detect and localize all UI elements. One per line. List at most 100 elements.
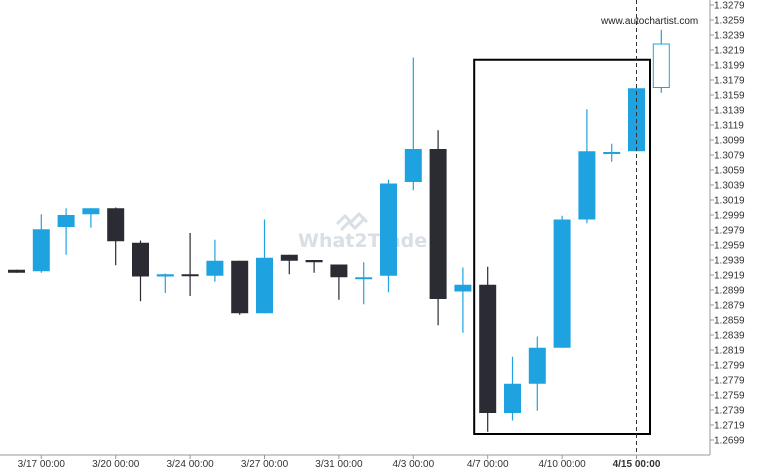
- candle: [82, 208, 100, 228]
- overlays: [473, 0, 652, 455]
- candle: [553, 215, 571, 348]
- candle: [404, 57, 422, 191]
- candle-body: [528, 347, 546, 384]
- y-tick-label: 1.3139: [714, 106, 745, 117]
- y-tick-label: 1.2699: [714, 436, 745, 447]
- y-tick-label: 1.2899: [714, 286, 745, 297]
- source-label: www.autochartist.com: [600, 16, 698, 27]
- x-tick-label: 3/17 00:00: [18, 459, 66, 470]
- candle: [156, 273, 174, 293]
- y-tick-label: 1.2979: [714, 226, 745, 237]
- y-tick-label: 1.2939: [714, 256, 745, 267]
- y-tick-label: 1.2879: [714, 301, 745, 312]
- candle: [181, 233, 199, 296]
- candle-body: [330, 264, 348, 278]
- candle: [603, 143, 621, 162]
- candle: [454, 267, 472, 333]
- candles: [8, 29, 670, 432]
- candle-body: [479, 284, 497, 413]
- y-tick-label: 1.3059: [714, 166, 745, 177]
- candle: [57, 208, 75, 255]
- x-tick-label: 4/3 00:00: [392, 459, 434, 470]
- candle: [652, 29, 670, 93]
- candle-body: [380, 183, 397, 276]
- candle: [504, 356, 521, 421]
- candle-body: [156, 274, 174, 277]
- candle: [479, 266, 497, 432]
- y-tick-label: 1.3199: [714, 61, 745, 72]
- x-tick-label: 3/20 00:00: [92, 459, 140, 470]
- candle: [231, 260, 249, 315]
- watermark: What2Trade: [298, 211, 427, 252]
- candle-body: [652, 43, 670, 88]
- y-tick-label: 1.2839: [714, 331, 745, 342]
- y-tick-label: 1.3259: [714, 16, 745, 27]
- candle-body: [132, 242, 149, 277]
- y-tick-label: 1.2739: [714, 406, 745, 417]
- watermark-text: What2Trade: [298, 230, 427, 252]
- candle: [429, 130, 447, 326]
- x-tick-label: 3/27 00:00: [241, 459, 289, 470]
- candle-body: [404, 149, 422, 182]
- y-tick-label: 1.2859: [714, 316, 745, 327]
- candle-body: [181, 274, 199, 277]
- candle-body: [57, 215, 75, 227]
- candle-body: [32, 229, 50, 272]
- candle-body: [82, 208, 100, 215]
- candle: [206, 239, 224, 282]
- y-tick-label: 1.3079: [714, 151, 745, 162]
- candle-body: [206, 260, 224, 276]
- candle-body: [454, 284, 472, 292]
- y-tick-label: 1.2919: [714, 271, 745, 282]
- candle-body: [107, 208, 125, 242]
- y-tick-label: 1.3219: [714, 46, 745, 57]
- x-tick-label: 4/7 00:00: [467, 459, 509, 470]
- candle-body: [578, 151, 596, 220]
- candle-body: [8, 269, 25, 273]
- candle: [32, 214, 50, 273]
- y-tick-label: 1.2719: [714, 421, 745, 432]
- watermark-logo-icon: [335, 211, 369, 232]
- candle: [107, 207, 125, 266]
- y-tick-label: 1.3039: [714, 181, 745, 192]
- y-tick-label: 1.2759: [714, 391, 745, 402]
- y-tick-label: 1.3019: [714, 196, 745, 207]
- candle-body: [305, 260, 323, 263]
- candle-body: [603, 152, 621, 154]
- y-tick-label: 1.2959: [714, 241, 745, 252]
- y-tick-label: 1.3179: [714, 76, 745, 87]
- x-tick-label: 3/24 00:00: [166, 459, 214, 470]
- axes: 1.3279 1.3259 1.3239 1.3219 1.3199 1.3179 1.31…: [0, 0, 745, 470]
- candle: [578, 109, 596, 224]
- candle: [305, 260, 323, 273]
- candle: [256, 219, 273, 314]
- y-tick-label: 1.3239: [714, 31, 745, 42]
- candle-body: [231, 260, 249, 314]
- y-tick-label: 1.3099: [714, 136, 745, 147]
- y-tick-label: 1.3279: [714, 1, 745, 12]
- candle-body: [256, 257, 273, 314]
- x-tick-label: 4/15 00:00: [613, 459, 661, 470]
- y-tick-label: 1.2819: [714, 346, 745, 357]
- y-tick-label: 1.2779: [714, 376, 745, 387]
- candle: [330, 264, 348, 300]
- candle: [528, 336, 546, 411]
- y-tick-label: 1.3159: [714, 91, 745, 102]
- candle: [280, 254, 298, 275]
- x-tick-label: 4/10 00:00: [538, 459, 586, 470]
- y-tick-label: 1.2799: [714, 361, 745, 372]
- candle-body: [429, 149, 447, 299]
- y-tick-label: 1.2999: [714, 211, 745, 222]
- candle: [8, 269, 25, 273]
- candle-body: [280, 254, 298, 261]
- candle: [380, 179, 397, 293]
- candle-body: [504, 383, 521, 413]
- candle: [355, 262, 373, 305]
- x-tick-label: 3/31 00:00: [315, 459, 363, 470]
- pattern-box: [473, 58, 652, 435]
- candle: [132, 240, 149, 302]
- candle-body: [355, 277, 373, 280]
- candle-body: [553, 219, 571, 348]
- y-tick-label: 1.3119: [714, 121, 744, 132]
